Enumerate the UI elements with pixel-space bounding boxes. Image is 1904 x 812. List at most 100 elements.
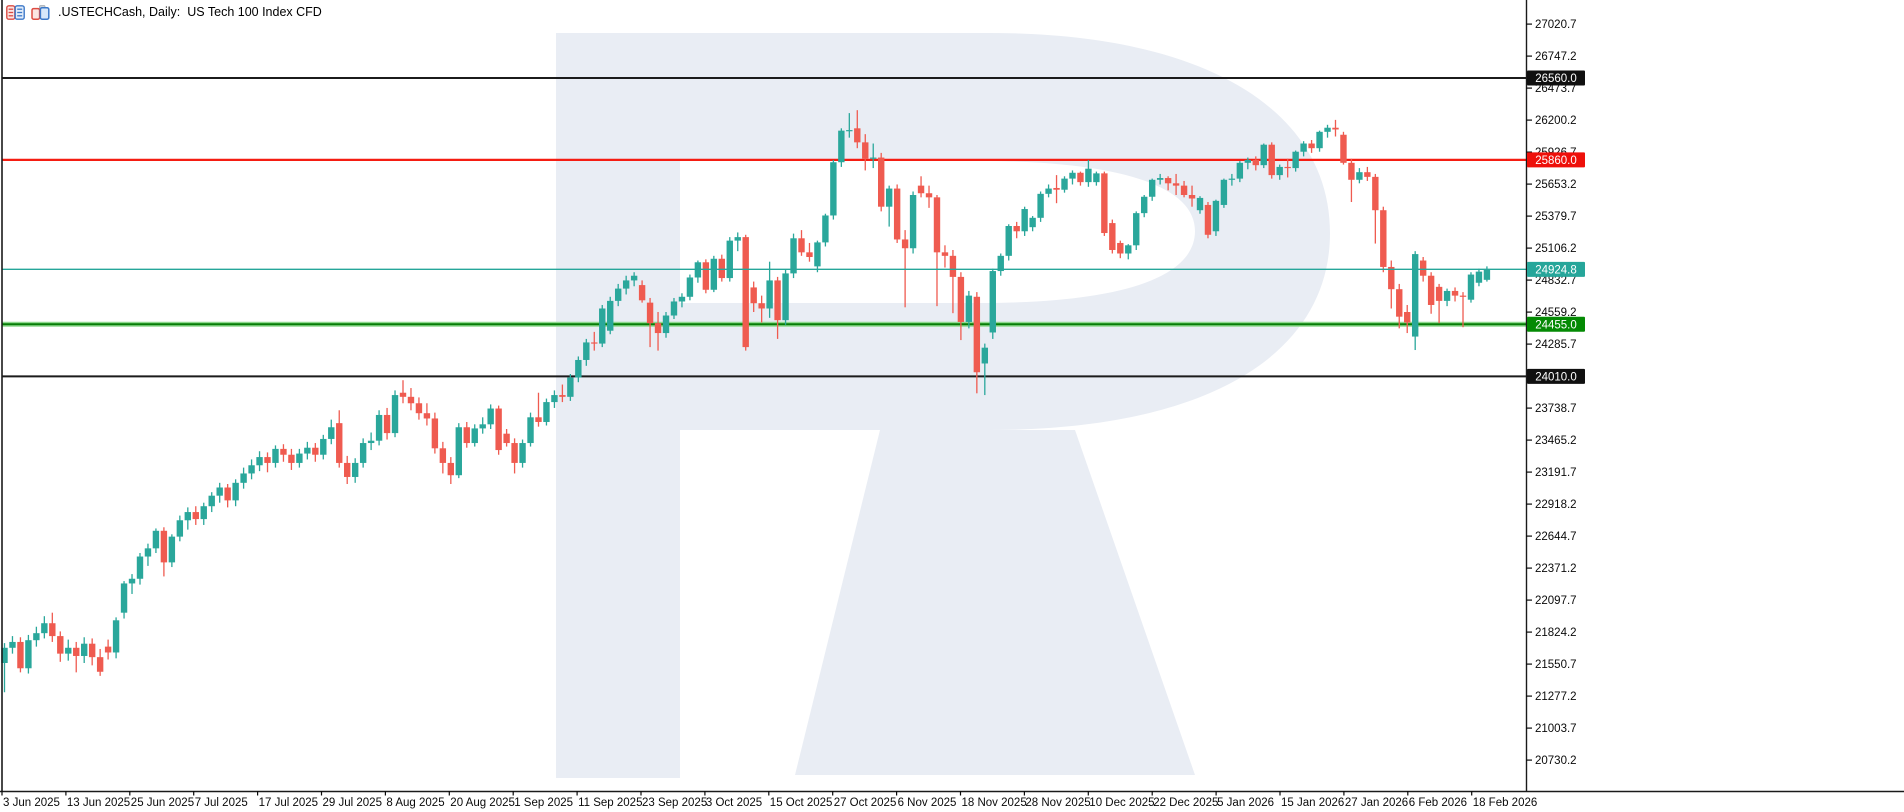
candle-body [1180, 185, 1188, 196]
candle-body [782, 273, 789, 321]
candle-body [670, 301, 678, 316]
candle-body [1332, 127, 1339, 130]
candle-body [399, 392, 407, 397]
candle-body [1156, 178, 1164, 180]
date-tick-label: 27 Jan 2026 [1345, 797, 1408, 809]
candle-body [1292, 151, 1299, 169]
candle-body [567, 377, 574, 397]
price-axis[interactable]: 27020.726747.226473.726200.225926.725653… [1526, 19, 1577, 767]
candle-body [9, 641, 16, 648]
candle-body [65, 647, 72, 654]
candle-body [1069, 172, 1076, 179]
candle-body [662, 315, 670, 334]
candle-body [216, 487, 223, 496]
candle-body [447, 462, 455, 476]
candle-body [168, 536, 176, 563]
candle-body [1141, 196, 1148, 214]
candle-body [320, 438, 327, 455]
candle-body [391, 395, 399, 434]
candle-body [806, 252, 813, 258]
price-badge-26560.0[interactable]: 26560.0 [1527, 70, 1585, 86]
candle-body [272, 448, 279, 463]
candle-body [981, 347, 989, 364]
price-badge-24455.0[interactable]: 24455.0 [1527, 316, 1585, 332]
date-tick-label: 7 Jul 2025 [195, 797, 248, 809]
candle-body [511, 443, 518, 463]
date-tick-label: 8 Aug 2025 [386, 797, 444, 809]
chart-candles-icon[interactable] [31, 4, 50, 20]
candle-body [96, 657, 104, 672]
candle-body [591, 342, 598, 344]
candle-body [654, 323, 662, 334]
date-tick-label: 10 Dec 2025 [1089, 797, 1154, 809]
candle-body [1435, 286, 1443, 301]
price-tick-label: 26473.7 [1535, 83, 1577, 95]
price-tick-label: 23191.7 [1535, 467, 1577, 479]
candle-body [1451, 290, 1459, 296]
price-badge-24010.0[interactable]: 24010.0 [1527, 368, 1585, 384]
candle-body [25, 640, 32, 669]
candle-body [1133, 213, 1140, 246]
candle-body [519, 443, 526, 463]
candle-body [367, 440, 375, 444]
candle-body [49, 623, 56, 637]
candle-body [551, 395, 558, 403]
candle-body [1388, 266, 1395, 290]
candle-body [1045, 188, 1052, 194]
candle-body [1021, 209, 1028, 232]
candle-body [487, 408, 494, 425]
candle-body [638, 285, 646, 301]
candle-body [120, 583, 128, 613]
candle-body [463, 427, 470, 444]
candle-body [1061, 178, 1068, 190]
candle-body [846, 130, 853, 132]
date-tick-label: 17 Jul 2025 [259, 797, 318, 809]
candle-body [1093, 173, 1100, 183]
price-badge-24924.8[interactable]: 24924.8 [1527, 261, 1585, 277]
candle-body [878, 157, 885, 207]
date-tick-label: 25 Jun 2025 [131, 797, 194, 809]
time-axis[interactable]: 3 Jun 2025 13 Jun 2025 25 Jun 2025 7 Jul 20… [1, 791, 1538, 809]
candle-body [583, 342, 590, 360]
candle-body [304, 447, 311, 454]
market-watch-icon[interactable] [6, 4, 25, 20]
candle-body [1308, 143, 1315, 149]
candle-body [104, 646, 112, 653]
date-tick-label: 15 Jan 2026 [1281, 797, 1344, 809]
candle-body [822, 215, 829, 243]
candle-body [814, 242, 821, 267]
price-badge-25860.0[interactable]: 25860.0 [1527, 152, 1585, 168]
price-badge-label: 24924.8 [1535, 264, 1577, 276]
candle-body [957, 276, 965, 322]
candle-body [57, 636, 64, 654]
candle-body [81, 643, 88, 656]
date-tick-label: 1 Sep 2025 [514, 797, 573, 809]
chart-header: .USTECHCash, Daily: US Tech 100 Index CF… [6, 3, 322, 21]
candle-body [997, 255, 1004, 272]
candle-body [1, 647, 8, 664]
candle-body [559, 395, 566, 397]
candle-body [1340, 134, 1347, 163]
price-badge-label: 24010.0 [1535, 371, 1577, 383]
date-tick-label: 23 Sep 2025 [642, 797, 707, 809]
candle-body [678, 296, 686, 302]
candle-body [885, 188, 893, 207]
candle-body [798, 238, 805, 253]
candle-body [1260, 144, 1267, 166]
candle-body [1356, 172, 1363, 180]
candle-body [312, 447, 319, 455]
candle-body [1411, 254, 1419, 337]
candle-body [543, 402, 550, 422]
candle-body [1172, 183, 1180, 186]
candle-body [136, 556, 144, 579]
candle-body [734, 237, 741, 241]
chart-title-symbol: .USTECHCash, Daily: [58, 5, 181, 19]
date-tick-label: 27 Oct 2025 [834, 797, 897, 809]
candle-body [112, 620, 120, 653]
date-tick-label: 18 Feb 2026 [1473, 797, 1538, 809]
candle-body [17, 641, 24, 669]
candle-body [527, 417, 534, 444]
candle-body [1236, 162, 1244, 179]
candle-body [989, 271, 996, 333]
